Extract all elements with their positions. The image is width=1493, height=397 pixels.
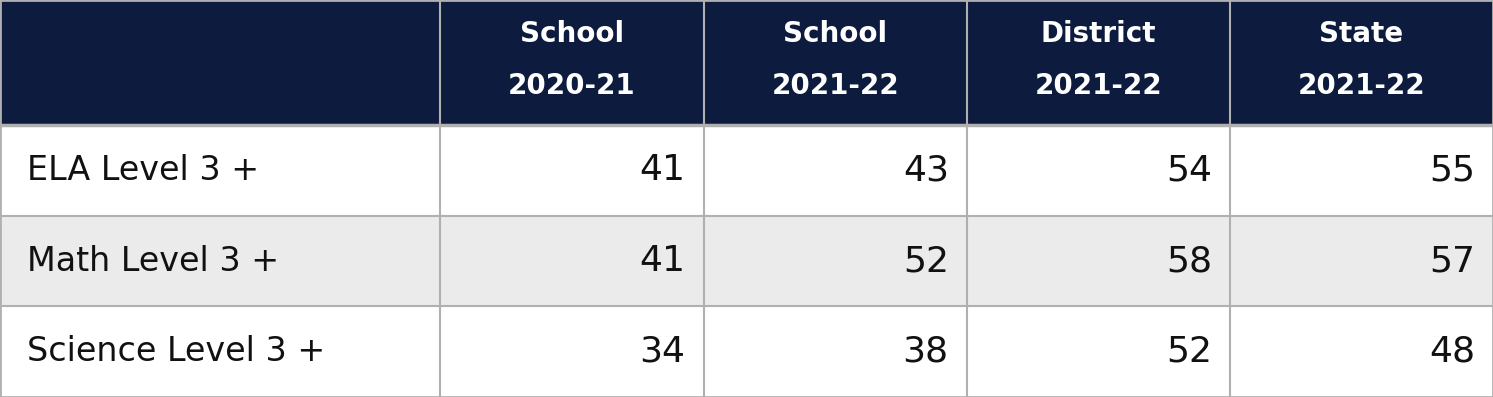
Bar	[0, 125, 1493, 216]
Text: School: School	[784, 20, 887, 48]
Text: Math Level 3 +: Math Level 3 +	[27, 245, 279, 278]
Text: 2020-21: 2020-21	[508, 72, 636, 100]
Text: 52: 52	[1166, 335, 1212, 369]
Text: School: School	[520, 20, 624, 48]
Text: Science Level 3 +: Science Level 3 +	[27, 335, 325, 368]
Text: 34: 34	[639, 335, 685, 369]
Text: 38: 38	[903, 335, 950, 369]
Text: 58: 58	[1166, 244, 1212, 278]
Bar	[0, 306, 1493, 397]
Text: 2021-22: 2021-22	[1035, 72, 1162, 100]
Text: 57: 57	[1429, 244, 1475, 278]
Text: 48: 48	[1429, 335, 1475, 369]
Text: State: State	[1320, 20, 1403, 48]
Text: 52: 52	[903, 244, 950, 278]
Bar	[0, 0, 1493, 125]
Text: 2021-22: 2021-22	[1297, 72, 1426, 100]
Text: ELA Level 3 +: ELA Level 3 +	[27, 154, 258, 187]
Text: 55: 55	[1429, 153, 1475, 187]
Text: 54: 54	[1166, 153, 1212, 187]
Text: 43: 43	[903, 153, 950, 187]
Text: District: District	[1041, 20, 1156, 48]
Text: 41: 41	[639, 153, 685, 187]
Bar	[0, 216, 1493, 306]
Text: 2021-22: 2021-22	[772, 72, 899, 100]
Text: 41: 41	[639, 244, 685, 278]
